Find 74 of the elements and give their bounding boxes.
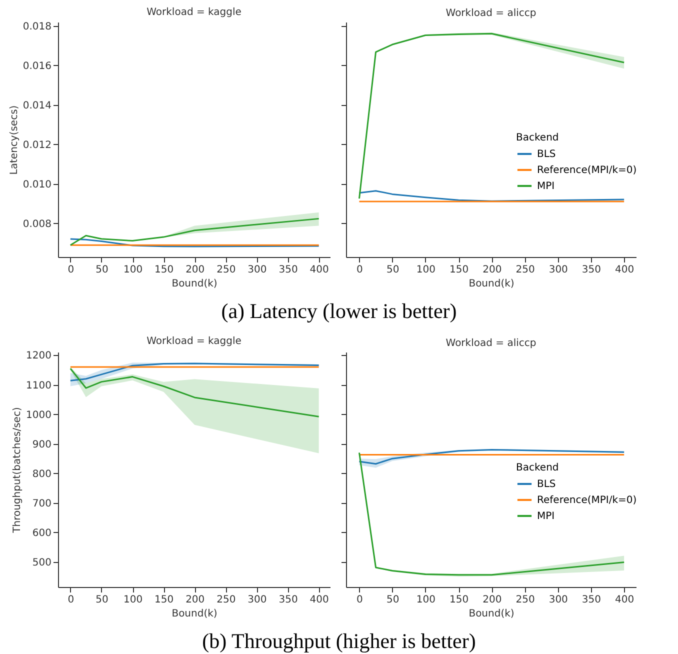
x-axis-title: Bound(k) xyxy=(172,278,218,290)
y-tick-label: 0.014 xyxy=(22,100,52,112)
y-tick-label: 800 xyxy=(32,468,52,480)
x-tick-label: 300 xyxy=(248,594,267,606)
text: (b) Throughput (higher is better) xyxy=(201,629,477,654)
x-tick-label: 250 xyxy=(216,264,236,276)
y-tick-label: 700 xyxy=(32,498,52,510)
y-tick-label: 0.010 xyxy=(22,179,52,190)
x-tick-label: 50 xyxy=(386,264,400,276)
chart-title: Workload = aliccp xyxy=(446,338,536,349)
x-tick-label: 300 xyxy=(248,264,267,276)
y-tick-label: 0.012 xyxy=(22,140,52,151)
x-tick-label: 200 xyxy=(186,264,205,276)
line-series xyxy=(70,218,320,246)
y-axis-title: Throughput(batches/sec) xyxy=(12,407,24,534)
x-tick-label: 150 xyxy=(154,264,174,276)
x-tick-label: 150 xyxy=(450,594,469,606)
y-tick-label: 600 xyxy=(32,528,52,539)
x-tick-label: 350 xyxy=(582,594,602,606)
x-tick-label: 0 xyxy=(68,264,74,276)
legend-label: BLS xyxy=(537,148,556,160)
x-tick-label: 350 xyxy=(278,594,298,606)
x-tick-label: 400 xyxy=(310,594,329,606)
line-series xyxy=(70,238,320,248)
x-tick-label: 100 xyxy=(416,594,436,606)
y-tick-label: 0.018 xyxy=(22,21,52,32)
y-tick-label: 1100 xyxy=(26,380,52,392)
x-tick-label: 250 xyxy=(516,594,535,606)
x-tick-label: 150 xyxy=(450,264,469,276)
x-tick-label: 350 xyxy=(582,264,602,276)
x-tick-label: 300 xyxy=(548,264,568,276)
legend-label: MPI xyxy=(537,180,555,192)
chart-title: Workload = kaggle xyxy=(146,6,242,18)
y-tick-label: 0.016 xyxy=(22,60,52,72)
x-tick-label: 350 xyxy=(278,264,298,276)
legend-label: Reference(MPI/k=0) xyxy=(537,164,637,176)
x-tick-label: 0 xyxy=(68,594,74,606)
line-series xyxy=(70,368,320,418)
x-tick-label: 100 xyxy=(123,594,143,606)
y-tick-label: 500 xyxy=(32,557,52,568)
x-tick-label: 400 xyxy=(615,594,634,606)
y-tick-label: 0.008 xyxy=(22,218,52,230)
line-series xyxy=(70,362,320,382)
x-tick-label: 50 xyxy=(386,594,400,606)
x-tick-label: 0 xyxy=(356,594,363,606)
x-tick-label: 200 xyxy=(482,594,502,606)
x-tick-label: 250 xyxy=(216,594,236,606)
x-tick-label: 200 xyxy=(186,594,205,606)
x-axis-title: Bound(k) xyxy=(172,608,218,620)
y-tick-label: 1200 xyxy=(26,350,52,362)
x-tick-label: 0 xyxy=(356,264,363,276)
chart-title: Workload = aliccp xyxy=(446,8,536,19)
legend-label: BLS xyxy=(537,478,556,490)
legend-title: Backend xyxy=(516,132,559,144)
y-tick-label: 900 xyxy=(32,439,52,450)
x-tick-label: 50 xyxy=(96,264,108,276)
x-tick-label: 50 xyxy=(96,594,108,606)
x-tick-label: 200 xyxy=(482,264,502,276)
text: (a) Latency (lower is better) xyxy=(220,299,458,324)
chart-title: Workload = kaggle xyxy=(146,336,242,348)
x-tick-label: 250 xyxy=(516,264,535,276)
x-tick-label: 300 xyxy=(548,594,568,606)
y-tick-label: 1000 xyxy=(26,410,52,421)
x-tick-label: 150 xyxy=(154,594,174,606)
x-axis-title: Bound(k) xyxy=(468,278,514,290)
x-tick-label: 100 xyxy=(416,264,436,276)
x-tick-label: 400 xyxy=(615,264,634,276)
x-tick-label: 400 xyxy=(310,264,329,276)
legend-label: MPI xyxy=(537,510,555,522)
y-axis-title: Latency(secs) xyxy=(8,105,20,175)
legend-label: Reference(MPI/k=0) xyxy=(537,494,637,506)
legend-title: Backend xyxy=(516,462,559,474)
x-tick-label: 100 xyxy=(123,264,143,276)
x-axis-title: Bound(k) xyxy=(468,608,514,620)
